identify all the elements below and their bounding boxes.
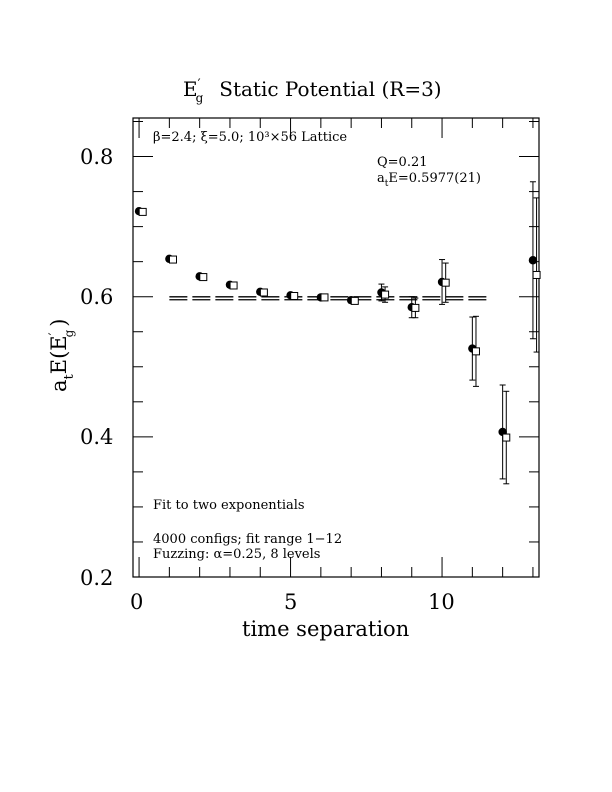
ylabel-mid: E(E xyxy=(47,335,71,374)
title-main: E xyxy=(183,77,198,101)
ytick-label: 0.8 xyxy=(80,145,113,169)
ylabel-a: a xyxy=(47,379,71,392)
q-annotation: Q=0.21 xyxy=(377,155,428,170)
fit-band xyxy=(169,296,488,301)
x-axis-label: time separation xyxy=(242,617,409,641)
data-point xyxy=(441,278,450,287)
data-point xyxy=(528,256,538,265)
data-point xyxy=(411,303,420,312)
data-point xyxy=(199,273,208,282)
data-point xyxy=(502,433,511,442)
data-point xyxy=(350,296,359,305)
data-point xyxy=(138,207,147,216)
energy-annotation: atE=0.5977(21) xyxy=(377,171,481,189)
data-point xyxy=(471,347,480,356)
energy-rest: E=0.5977(21) xyxy=(388,171,481,186)
xtick-label: 10 xyxy=(428,590,455,614)
xtick-label: 5 xyxy=(284,590,297,614)
ylabel-a-sub: t xyxy=(62,373,77,379)
energy-sub: t xyxy=(385,179,389,189)
ylabel-end: ) xyxy=(47,319,71,327)
plot-frame xyxy=(132,117,540,578)
data-point xyxy=(532,270,541,279)
ylabel-sub: g xyxy=(62,329,76,337)
fit-annotation: Fit to two exponentials xyxy=(153,498,305,513)
data-point xyxy=(290,291,299,300)
ylabel-prime: ′ xyxy=(47,332,62,335)
xtick-label: 0 xyxy=(130,590,143,614)
data-point xyxy=(381,290,390,299)
title-prime: ′ xyxy=(198,77,201,92)
title-sub: g xyxy=(196,91,204,105)
data-point xyxy=(229,281,238,290)
data-point xyxy=(320,293,329,302)
data-point xyxy=(168,255,177,264)
configs-annotation: 4000 configs; fit range 1−12 xyxy=(153,532,342,547)
ytick-label: 0.4 xyxy=(80,425,113,449)
chart-title: E′ g Static Potential (R=3) xyxy=(183,77,442,105)
ytick-label: 0.2 xyxy=(80,566,113,590)
fuzzing-annotation: Fuzzing: α=0.25, 8 levels xyxy=(153,547,320,562)
title-rest: Static Potential (R=3) xyxy=(219,77,441,101)
data-point xyxy=(259,288,268,297)
y-axis-label: atE(E′g) xyxy=(47,319,77,392)
lattice-annotation: β=2.4; ξ=5.0; 10³×56 Lattice xyxy=(153,130,347,145)
energy-a: a xyxy=(377,171,385,186)
data-points xyxy=(134,181,541,485)
ytick-label: 0.6 xyxy=(80,285,113,309)
